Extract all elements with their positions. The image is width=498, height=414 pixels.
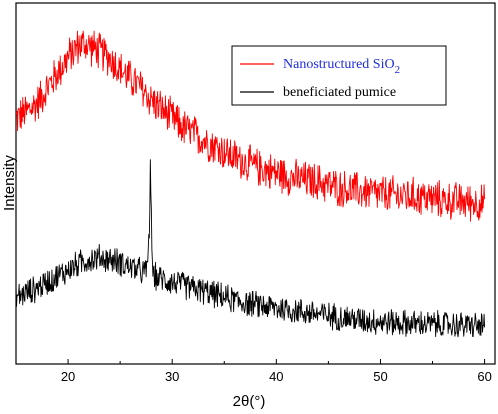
series-group xyxy=(15,30,486,338)
x-tick-label: 20 xyxy=(61,369,75,384)
plot-area: 20 30 40 50 60 Nanostructured SiO2 beneficia… xyxy=(15,2,496,384)
series-line-beneficiated-pumice xyxy=(15,159,486,338)
legend-label-beneficiated-pumice: beneficiated pumice xyxy=(283,85,396,100)
legend-label-nanostructured-sio2: Nanostructured SiO2 xyxy=(283,57,400,76)
y-axis-title: Intensity xyxy=(1,155,18,211)
legend: Nanostructured SiO2 beneficiated pumice xyxy=(231,45,447,106)
x-axis-title: 2θ(°) xyxy=(233,393,266,410)
plot-frame xyxy=(15,2,496,365)
legend-label-main: Nanostructured SiO xyxy=(283,57,395,72)
x-axis-ticks: 20 30 40 50 60 xyxy=(15,359,492,384)
x-tick-label: 50 xyxy=(373,369,387,384)
series-line-nanostructured-sio2 xyxy=(15,30,486,222)
x-tick-label: 30 xyxy=(165,369,179,384)
legend-label-subscript: 2 xyxy=(395,64,401,76)
x-tick-label: 60 xyxy=(477,369,491,384)
x-tick-label: 40 xyxy=(269,369,283,384)
legend-box xyxy=(231,45,447,106)
